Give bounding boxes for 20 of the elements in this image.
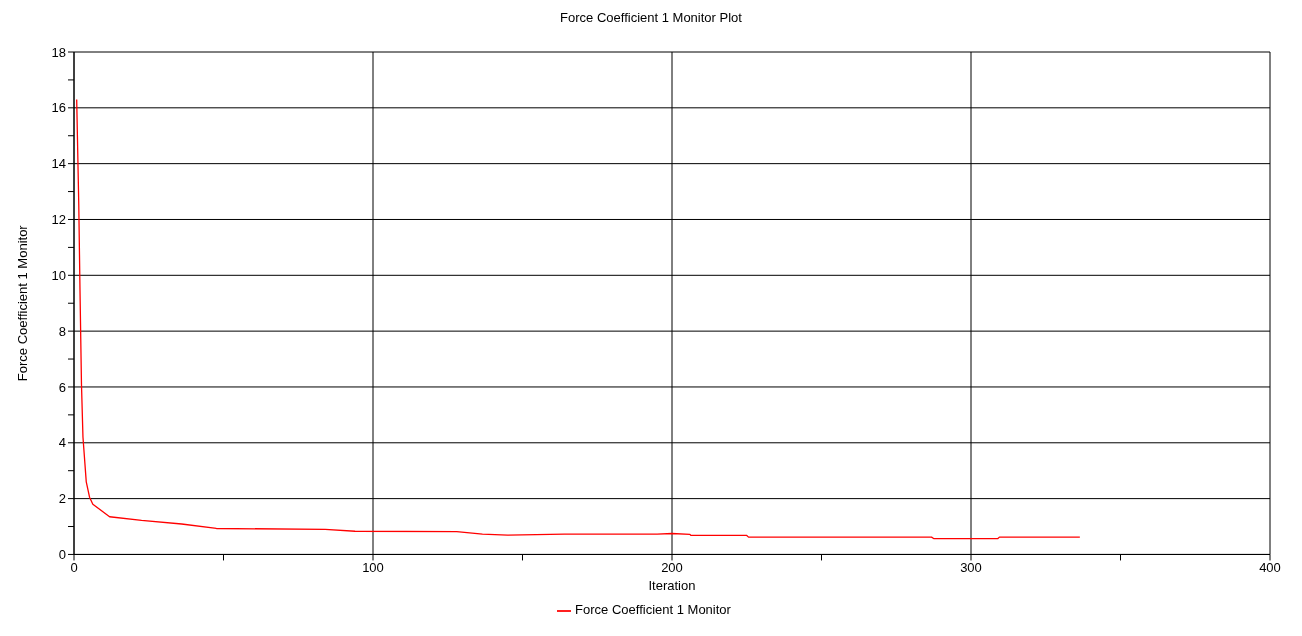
legend-label: Force Coefficient 1 Monitor — [575, 602, 731, 618]
x-tick-label: 300 — [960, 559, 982, 575]
x-tick-label: 100 — [362, 559, 384, 575]
y-tick-label: 12 — [51, 212, 66, 228]
y-tick-label: 10 — [51, 267, 66, 283]
x-axis-title: Iteration — [648, 578, 696, 594]
y-tick-label: 14 — [51, 156, 66, 172]
y-tick-label: 4 — [58, 435, 66, 451]
line-series — [76, 98, 1081, 540]
y-axis-title: Force Coefficient 1 Monitor — [14, 224, 30, 382]
chart-title: Force Coefficient 1 Monitor Plot — [559, 9, 743, 27]
x-tick-label: 400 — [1259, 559, 1281, 575]
y-tick-label: 0 — [58, 547, 66, 563]
y-tick-label: 2 — [58, 491, 66, 507]
y-tick-label: 16 — [51, 100, 66, 116]
y-tick-label: 6 — [58, 379, 66, 395]
x-tick-label: 0 — [70, 559, 78, 575]
y-tick-label: 18 — [51, 44, 66, 60]
x-tick-label: 200 — [661, 559, 683, 575]
y-tick-label: 8 — [58, 323, 66, 339]
